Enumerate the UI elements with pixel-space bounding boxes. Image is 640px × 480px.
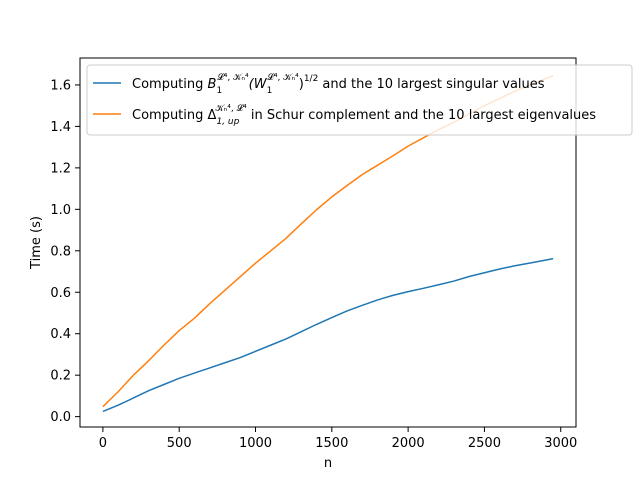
plot-frame: [79, 57, 577, 428]
y-tick-label: 0.0: [50, 410, 71, 425]
x-tick-label: 500: [167, 436, 192, 451]
y-tick-label: 0.6: [50, 286, 71, 301]
y-tick-label: 1.4: [50, 120, 71, 135]
legend-box: [86, 64, 633, 136]
y-tick-label: 1.0: [50, 203, 71, 218]
y-tick-label: 1.2: [50, 161, 71, 176]
x-tick-label: 1500: [315, 436, 348, 451]
y-tick-label: 0.4: [50, 327, 71, 342]
y-tick-label: 0.8: [50, 244, 71, 259]
x-tick-label: 2500: [468, 436, 501, 451]
y-axis-label: Time (s): [29, 216, 44, 270]
x-tick-label: 0: [99, 436, 107, 451]
y-tick-label: 1.6: [50, 78, 71, 93]
y-axis-ticks: 0.0 0.2 0.4 0.6 0.8 1.0 1.2 1.4 1.6: [50, 78, 80, 425]
legend-entry-series-2: Computing Δ1, up𝒦ₙ⁴, 𝓛⁴ in Schur complem…: [132, 103, 596, 127]
x-tick-label: 1000: [239, 436, 272, 451]
y-tick-label: 0.2: [50, 369, 71, 384]
x-tick-label: 3000: [544, 436, 577, 451]
x-axis-label: n: [324, 456, 332, 471]
legend: Computing B1𝓛⁴, 𝒦ₙ⁴(W1𝓛⁴, 𝒦ₙ⁴)1/2 and th…: [86, 64, 633, 136]
x-axis-ticks: 0 500 1000 1500 2000 2500 3000: [99, 427, 577, 451]
x-tick-label: 2000: [392, 436, 425, 451]
series-line-1: [102, 257, 554, 413]
legend-entry-series-1: Computing B1𝓛⁴, 𝒦ₙ⁴(W1𝓛⁴, 𝒦ₙ⁴)1/2 and th…: [132, 72, 545, 96]
